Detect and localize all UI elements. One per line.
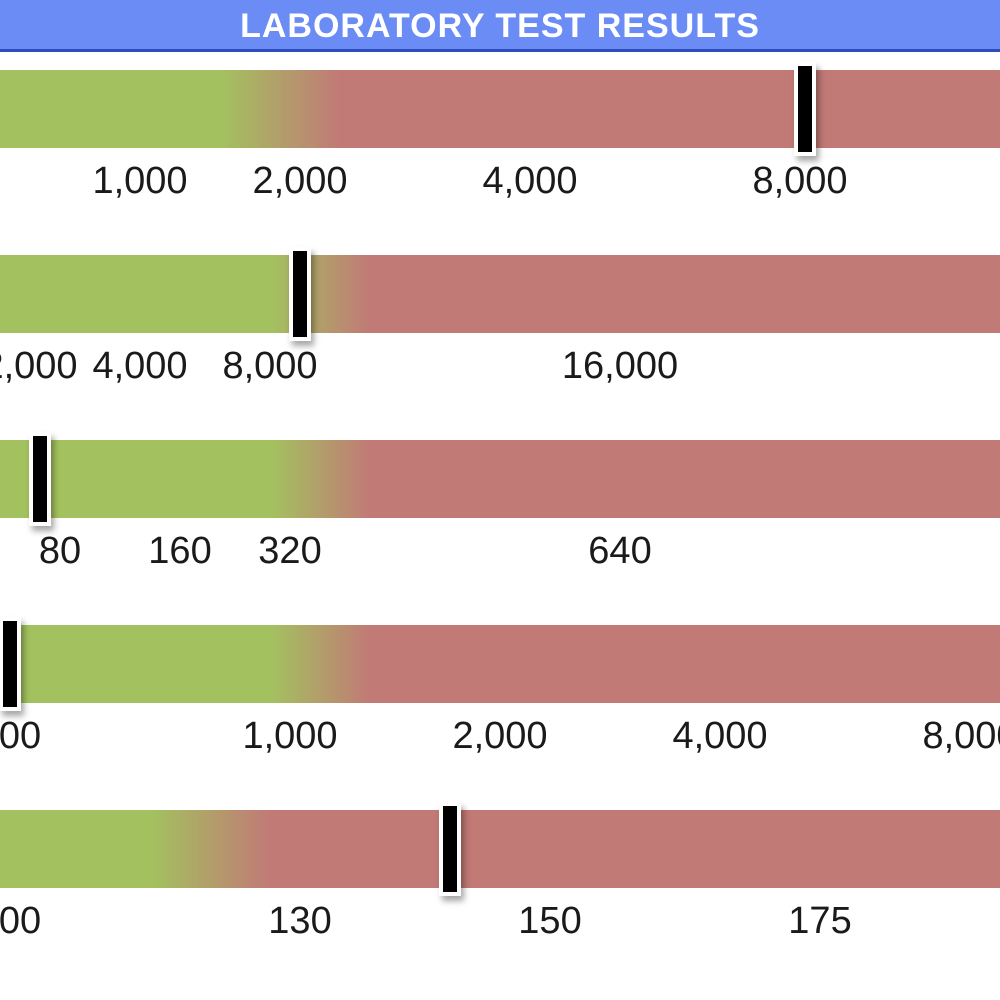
tick-label: 640 [588, 530, 651, 573]
test-row: 00 130 150 175 [0, 800, 1000, 985]
tick-label: 8,000 [752, 160, 847, 203]
tick-label: 8,000 [222, 345, 317, 388]
range-bar [0, 70, 1000, 148]
test-row: 80 160 320 640 [0, 430, 1000, 615]
range-bar [0, 255, 1000, 333]
page-title: LABORATORY TEST RESULTS [0, 0, 1000, 52]
range-bar [0, 810, 1000, 888]
tick-label: 1,000 [92, 160, 187, 203]
tick-label: 80 [39, 530, 81, 573]
tick-label: 4,000 [482, 160, 577, 203]
tick-label: 2,000 [252, 160, 347, 203]
tick-container: 1,000 2,000 4,000 8,000 [0, 160, 1000, 210]
tick-label: 320 [258, 530, 321, 573]
tick-label: 4,000 [92, 345, 187, 388]
value-marker [439, 802, 461, 896]
tick-label: 160 [148, 530, 211, 573]
value-marker [29, 432, 51, 526]
tick-container: 80 160 320 640 [0, 530, 1000, 580]
tick-label: 4,000 [672, 715, 767, 758]
value-marker [0, 617, 21, 711]
tick-container: 00 130 150 175 [0, 900, 1000, 950]
tick-label: 175 [788, 900, 851, 943]
tick-label: 150 [518, 900, 581, 943]
tick-label: 2,000 [0, 345, 78, 388]
range-bar [0, 625, 1000, 703]
tick-label: 00 [0, 715, 41, 758]
tick-label: 00 [0, 900, 41, 943]
tick-container: 00 1,000 2,000 4,000 8,000 [0, 715, 1000, 765]
tick-label: 2,000 [452, 715, 547, 758]
test-row: 00 1,000 2,000 4,000 8,000 [0, 615, 1000, 800]
tick-label: 8,000 [922, 715, 1000, 758]
tick-label: 1,000 [242, 715, 337, 758]
test-row: 2,000 4,000 8,000 16,000 [0, 245, 1000, 430]
value-marker [794, 62, 816, 156]
tick-container: 2,000 4,000 8,000 16,000 [0, 345, 1000, 395]
test-row: 1,000 2,000 4,000 8,000 [0, 60, 1000, 245]
tick-label: 130 [268, 900, 331, 943]
value-marker [289, 247, 311, 341]
tick-label: 16,000 [562, 345, 678, 388]
range-bar [0, 440, 1000, 518]
chart-area: 1,000 2,000 4,000 8,000 2,000 4,000 8,000 16,00… [0, 52, 1000, 985]
